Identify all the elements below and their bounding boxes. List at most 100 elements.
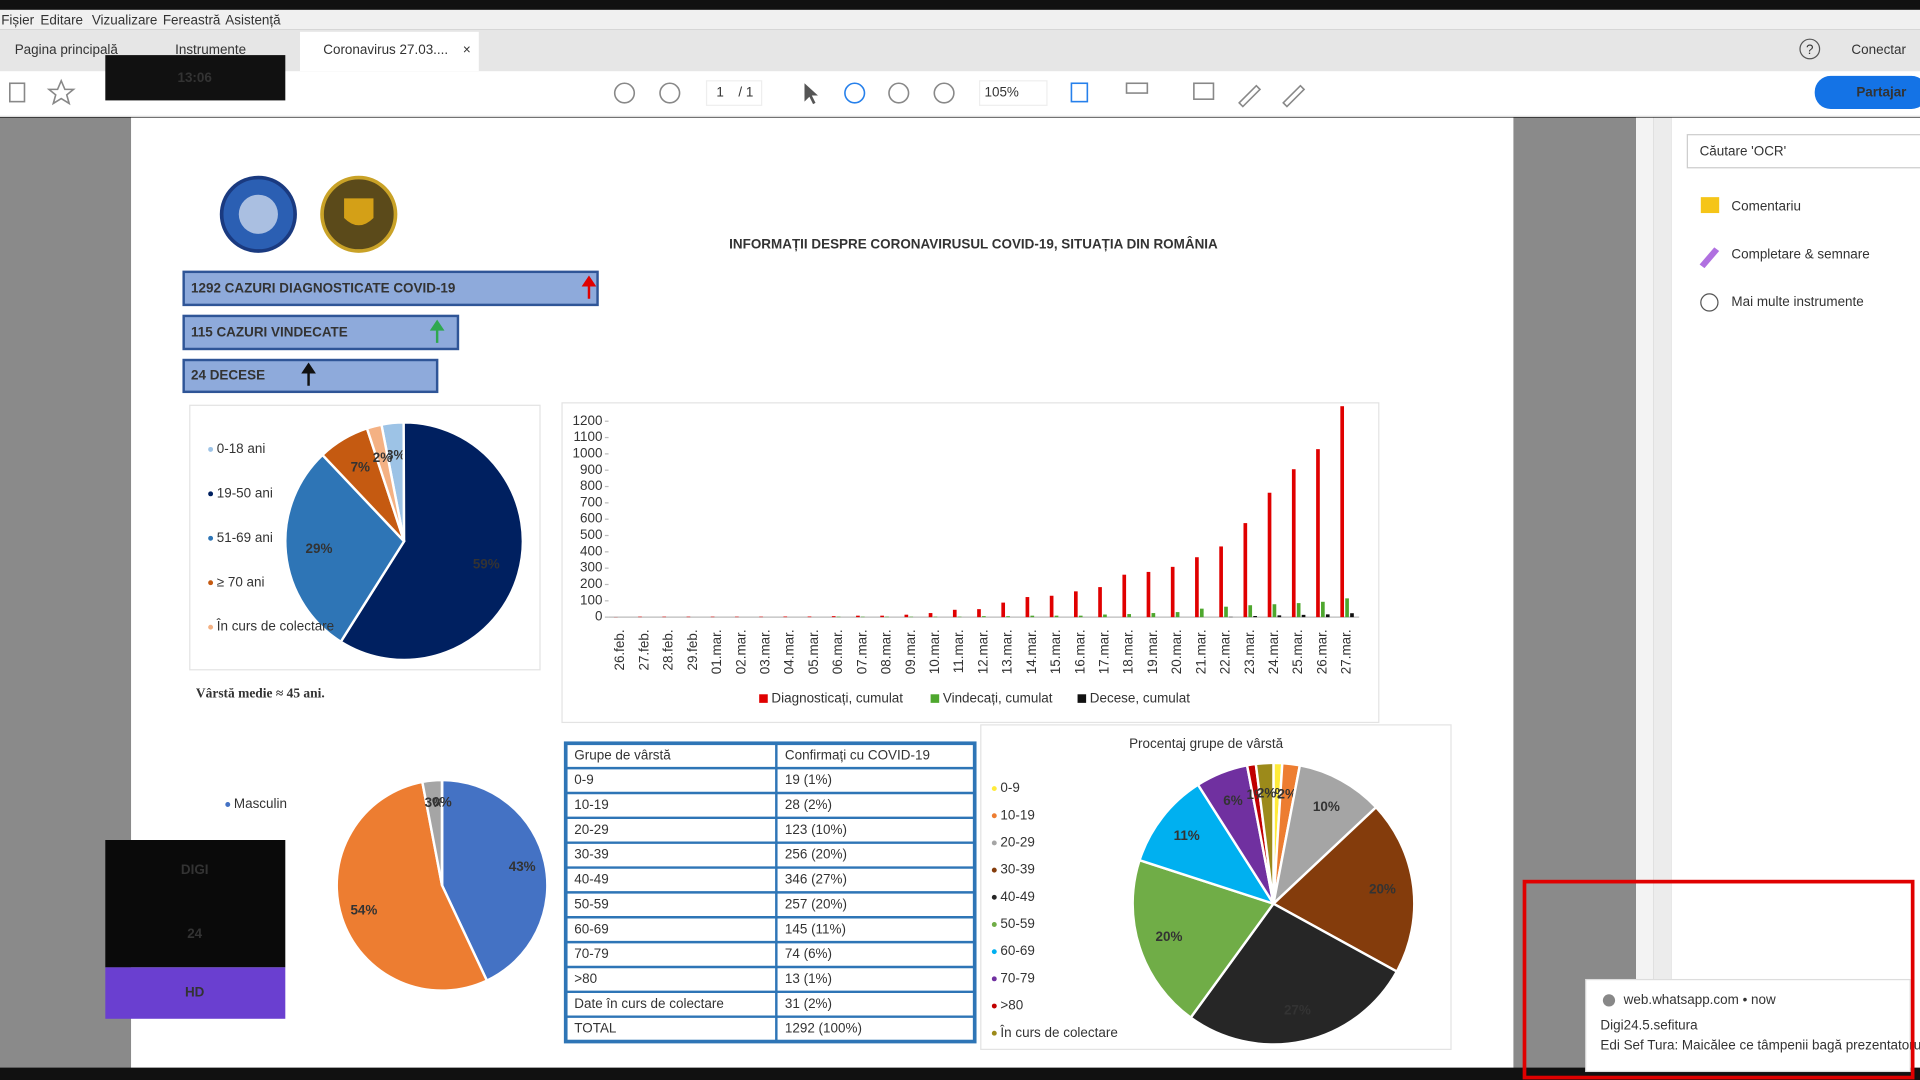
legend-dot — [208, 491, 214, 497]
bar — [1001, 602, 1006, 618]
search-placeholder[interactable]: Căutare 'OCR' — [1700, 143, 1787, 158]
bar — [1267, 492, 1272, 618]
bar — [1122, 574, 1127, 618]
menu-item[interactable]: Fișier — [1, 12, 34, 27]
slice-label: 29% — [306, 541, 333, 556]
share-label[interactable]: Partajar — [1856, 85, 1907, 100]
slice-label: 10% — [1313, 799, 1340, 814]
x-tick-label: 08.mar. — [879, 629, 894, 674]
legend-label: Decese, cumulat — [1090, 691, 1190, 706]
bar — [1199, 608, 1204, 618]
help-icon[interactable] — [1799, 38, 1821, 60]
sign-icon[interactable] — [1282, 84, 1306, 108]
legend-dot — [208, 446, 214, 452]
slice-label: 3% — [386, 448, 405, 463]
x-tick-label: 24.mar. — [1266, 629, 1281, 674]
legend-label: În curs de colectare — [999, 1025, 1117, 1040]
bar — [856, 615, 860, 618]
bar — [1175, 612, 1180, 618]
zoom-box[interactable] — [978, 80, 1048, 106]
x-tick-label: 13.mar. — [1000, 629, 1015, 674]
x-tick-label: 22.mar. — [1218, 629, 1233, 674]
table-cell: 123 (10%) — [785, 822, 847, 837]
slice-label: 0% — [432, 795, 451, 810]
bar — [1195, 557, 1199, 618]
pie-slice — [339, 421, 525, 662]
save-icon[interactable] — [9, 82, 26, 103]
tab[interactable]: Coronavirus 27.03.... — [323, 42, 448, 57]
next-icon[interactable] — [659, 82, 681, 104]
legend-label: 0-9 — [1000, 780, 1019, 795]
active-tab[interactable] — [300, 31, 479, 72]
table-cell: 20-29 — [574, 822, 608, 837]
notification[interactable] — [1585, 978, 1911, 1073]
bar — [1078, 615, 1083, 618]
top-bar — [0, 0, 1920, 10]
tool-item[interactable]: Completare & semnare — [1731, 246, 1869, 261]
pen-icon[interactable] — [1238, 84, 1262, 108]
slice-label: 59% — [473, 556, 500, 571]
x-tick-label: 20.mar. — [1169, 629, 1184, 674]
toolbar — [0, 71, 1920, 117]
zoom-level[interactable]: 105% — [984, 85, 1018, 100]
help-mark: ? — [1806, 42, 1813, 57]
tool-item[interactable]: Comentariu — [1731, 199, 1801, 214]
tab[interactable]: Pagina principală — [15, 42, 119, 57]
legend-dot — [991, 840, 997, 846]
menu-item[interactable]: Fereastră — [163, 12, 221, 27]
prev-icon[interactable] — [613, 82, 636, 104]
bar — [1219, 546, 1223, 618]
tool-item[interactable]: Mai multe instrumente — [1731, 294, 1863, 309]
table-cell: TOTAL — [574, 1021, 617, 1036]
bar — [1243, 523, 1248, 618]
government-logo-center — [238, 194, 278, 234]
zoom-out-icon[interactable] — [888, 82, 910, 104]
logo-hd: HD — [185, 985, 205, 1000]
table-cell: 13 (1%) — [785, 971, 832, 986]
scrollbar[interactable] — [1635, 117, 1654, 1068]
select-icon[interactable] — [804, 83, 818, 105]
account[interactable]: Conectar — [1851, 42, 1906, 57]
stat-text: 1292 CAZURI DIAGNOSTICATE COVID-19 — [191, 281, 455, 296]
bar — [1054, 615, 1059, 618]
tab-bar — [0, 29, 1920, 72]
bar — [1350, 613, 1354, 618]
fit-icon[interactable] — [1070, 82, 1089, 103]
bar — [1340, 406, 1345, 618]
tab-close[interactable]: × — [463, 42, 471, 57]
star-icon[interactable] — [46, 78, 76, 106]
page-number[interactable]: 1 — [716, 85, 723, 100]
tab[interactable]: Instrumente — [175, 42, 246, 57]
menu-item[interactable]: Vizualizare — [92, 12, 158, 27]
legend-dot — [991, 949, 997, 955]
x-tick-label: 02.mar. — [733, 629, 748, 674]
menu-item[interactable]: Asistență — [225, 12, 281, 27]
stat-text: 115 CAZURI VINDECATE — [191, 325, 348, 340]
x-tick-label: 12.mar. — [975, 629, 990, 674]
legend-dot — [991, 976, 997, 982]
legend-label: 10-19 — [1000, 807, 1034, 822]
x-tick-label: 05.mar. — [806, 629, 821, 674]
legend-dot — [991, 813, 997, 819]
table-cell: 256 (20%) — [785, 847, 847, 862]
stat-box — [182, 270, 599, 307]
legend-dot — [991, 922, 997, 927]
x-tick-label: 10.mar. — [927, 629, 942, 674]
bar — [1345, 598, 1349, 618]
legend-label: ≥ 70 ani — [217, 574, 265, 589]
bar — [1248, 605, 1253, 618]
scroll-icon[interactable] — [1125, 82, 1149, 94]
share-button[interactable] — [1814, 75, 1920, 109]
pane-toggle[interactable] — [1653, 117, 1672, 1068]
menu-item[interactable]: Editare — [40, 12, 83, 27]
x-tick-label: 26.mar. — [1314, 629, 1329, 674]
hand-icon[interactable] — [844, 82, 866, 104]
page-box[interactable] — [705, 80, 763, 106]
document-title: INFORMAȚII DESPRE CORONAVIRUSUL COVID-19… — [729, 236, 1218, 251]
legend-label: 0-18 ani — [217, 441, 266, 456]
search-box[interactable] — [1686, 134, 1920, 169]
slice-label: 2% — [1278, 786, 1297, 801]
table-cell: 74 (6%) — [785, 946, 832, 961]
zoom-in-icon[interactable] — [933, 82, 955, 104]
comment-icon[interactable] — [1193, 82, 1215, 100]
